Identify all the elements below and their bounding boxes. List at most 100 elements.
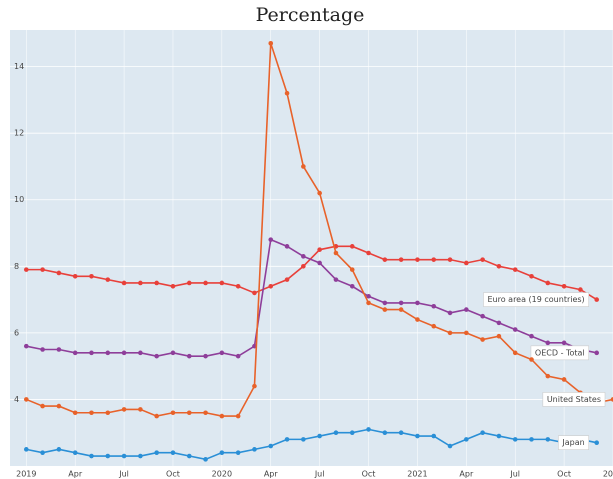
data-point: [219, 280, 225, 286]
data-point: [154, 353, 159, 359]
data-point: [594, 297, 600, 302]
data-point: [121, 350, 127, 356]
x-tick-label: Apr: [264, 470, 279, 479]
data-point: [464, 307, 469, 312]
data-point: [333, 277, 339, 282]
data-point: [415, 317, 420, 322]
data-point: [89, 453, 94, 459]
data-point: [496, 333, 502, 339]
data-point: [284, 244, 290, 249]
data-point: [545, 340, 551, 346]
series-label-box: [542, 392, 606, 407]
series-line: [26, 428, 597, 461]
x-tick-label: Jul: [314, 470, 325, 479]
data-point: [301, 437, 306, 442]
data-point: [138, 407, 143, 412]
data-point: [219, 350, 225, 356]
data-point: [138, 280, 143, 286]
data-point: [170, 350, 176, 356]
x-tick-label: Apr: [68, 470, 83, 479]
data-point: [398, 300, 404, 306]
data-point: [464, 437, 469, 442]
data-point: [447, 310, 453, 316]
data-point: [56, 403, 62, 409]
data-point: [138, 350, 143, 356]
x-tick-label: Jul: [509, 470, 520, 479]
y-tick-label: 12: [14, 129, 24, 138]
x-tick-label: 2020: [212, 470, 232, 479]
series-label-text: OECD - Total: [535, 348, 585, 357]
data-point: [464, 260, 469, 266]
data-point: [349, 430, 355, 436]
series-label-text: Euro area (19 countries): [487, 295, 584, 304]
data-point: [431, 433, 437, 439]
data-point: [170, 450, 176, 455]
data-point: [480, 313, 485, 319]
series-label-text: United States: [547, 395, 601, 404]
data-point: [317, 433, 322, 439]
x-tick-label: 2019: [16, 470, 36, 479]
data-point: [219, 450, 225, 455]
data-point: [366, 300, 371, 306]
data-point: [235, 283, 241, 289]
data-point: [512, 437, 518, 442]
data-point: [170, 283, 176, 289]
data-point: [121, 453, 127, 459]
data-point: [561, 340, 567, 346]
data-point: [105, 410, 111, 416]
data-point: [382, 307, 388, 312]
data-point: [268, 283, 274, 289]
series-label: OECD - Total: [530, 345, 590, 361]
data-point: [284, 277, 290, 282]
data-point: [72, 273, 78, 279]
data-point: [105, 453, 111, 459]
data-point: [301, 264, 306, 269]
y-tick-label: 6: [14, 328, 19, 337]
data-point: [203, 457, 208, 462]
data-point: [40, 267, 45, 272]
data-point: [72, 450, 78, 455]
data-point: [415, 257, 420, 262]
data-point: [23, 447, 29, 452]
data-point: [415, 300, 420, 306]
data-point: [496, 433, 502, 439]
data-point: [121, 407, 127, 412]
data-point: [333, 430, 339, 436]
series-label-box: [530, 345, 590, 361]
data-point: [56, 347, 62, 352]
data-point: [186, 353, 192, 359]
data-point: [72, 350, 78, 356]
data-point: [447, 330, 453, 336]
data-point: [268, 443, 274, 449]
data-point: [545, 280, 551, 286]
data-point: [382, 300, 388, 306]
data-point: [154, 280, 159, 286]
data-point: [512, 350, 518, 356]
data-point: [203, 280, 208, 286]
data-point: [89, 273, 94, 279]
y-tick-label: 10: [14, 195, 24, 204]
data-point: [203, 353, 208, 359]
data-point: [40, 347, 45, 352]
data-point: [23, 343, 29, 349]
data-point: [89, 350, 94, 356]
data-point: [480, 257, 485, 262]
data-point: [23, 267, 29, 272]
data-point: [349, 244, 355, 249]
data-point: [186, 453, 192, 459]
data-point: [301, 254, 306, 259]
data-point: [480, 430, 485, 436]
chart-title: Percentage: [256, 4, 365, 26]
data-point: [219, 413, 225, 419]
data-point: [496, 320, 502, 326]
y-tick-label: 8: [14, 262, 19, 271]
data-point: [447, 443, 453, 449]
data-point: [561, 283, 567, 289]
data-point: [317, 190, 322, 196]
data-point: [235, 413, 241, 419]
data-point: [154, 413, 159, 419]
data-point: [529, 357, 534, 362]
data-point: [594, 350, 600, 356]
data-point: [40, 403, 45, 409]
